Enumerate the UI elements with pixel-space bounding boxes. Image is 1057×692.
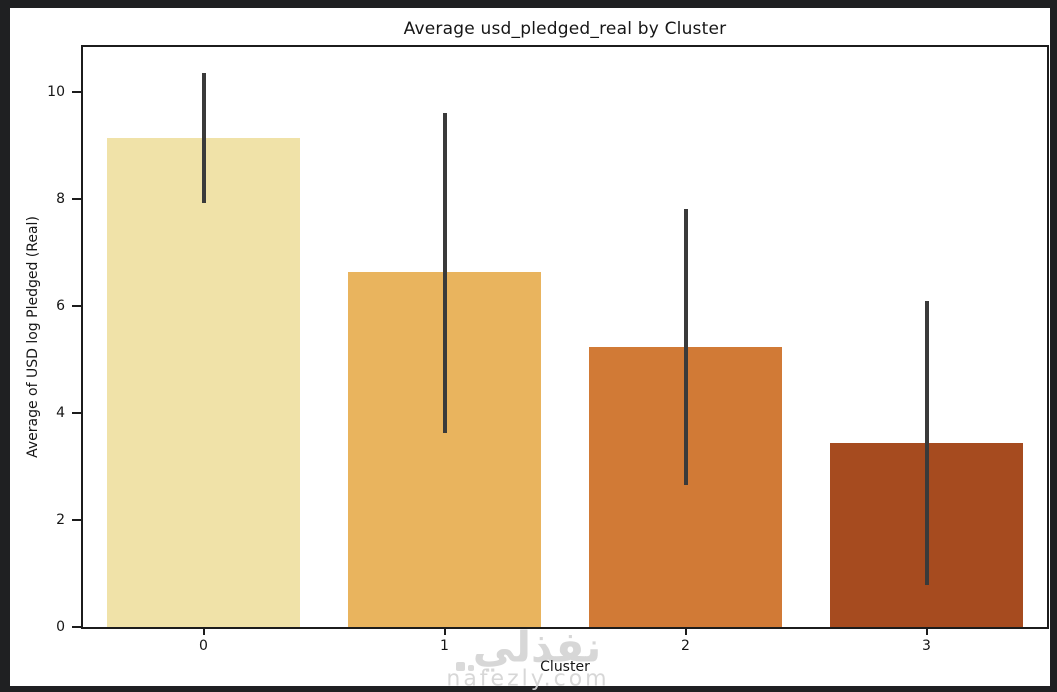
x-tick-label-0: 0 bbox=[199, 638, 208, 654]
error-bar-cluster-1 bbox=[442, 112, 447, 434]
y-tick-mark-10 bbox=[72, 90, 81, 93]
error-bar-cluster-2 bbox=[683, 209, 688, 486]
chart-title: Average usd_pledged_real by Cluster bbox=[403, 19, 727, 39]
watermark-arabic-text: نفذلي bbox=[472, 622, 602, 672]
error-bar-cluster-0 bbox=[201, 73, 206, 204]
x-tick-mark-0 bbox=[202, 627, 205, 635]
y-tick-mark-2 bbox=[72, 518, 81, 521]
x-tick-label-2: 2 bbox=[681, 638, 690, 654]
y-tick-mark-8 bbox=[72, 197, 81, 200]
chart-figure: Average usd_pledged_real by Cluster Aver… bbox=[10, 8, 1050, 692]
y-tick-label-6: 6 bbox=[56, 297, 65, 314]
y-tick-mark-4 bbox=[72, 411, 81, 414]
y-tick-label-8: 8 bbox=[56, 190, 65, 207]
x-tick-mark-1 bbox=[443, 627, 446, 635]
y-tick-mark-6 bbox=[72, 304, 81, 307]
x-tick-mark-2 bbox=[684, 627, 687, 635]
watermark-domain-text: nafezly.com bbox=[446, 666, 610, 692]
x-tick-mark-3 bbox=[925, 627, 928, 635]
y-tick-mark-0 bbox=[72, 626, 81, 628]
y-tick-label-4: 4 bbox=[56, 404, 65, 421]
axes-plot-area: 0 1 2 3 0 2 4 6 8 10 bbox=[47, 45, 1049, 654]
y-tick-label-0: 0 bbox=[56, 619, 65, 635]
y-tick-label-2: 2 bbox=[56, 511, 65, 528]
y-tick-label-10: 10 bbox=[47, 83, 65, 100]
watermark-logo-dots bbox=[456, 656, 477, 675]
bar-cluster-0 bbox=[107, 137, 300, 627]
error-bar-cluster-3 bbox=[924, 301, 929, 585]
x-tick-label-3: 3 bbox=[922, 638, 931, 654]
x-tick-label-1: 1 bbox=[440, 638, 449, 654]
x-axis-label: Cluster bbox=[540, 659, 590, 675]
